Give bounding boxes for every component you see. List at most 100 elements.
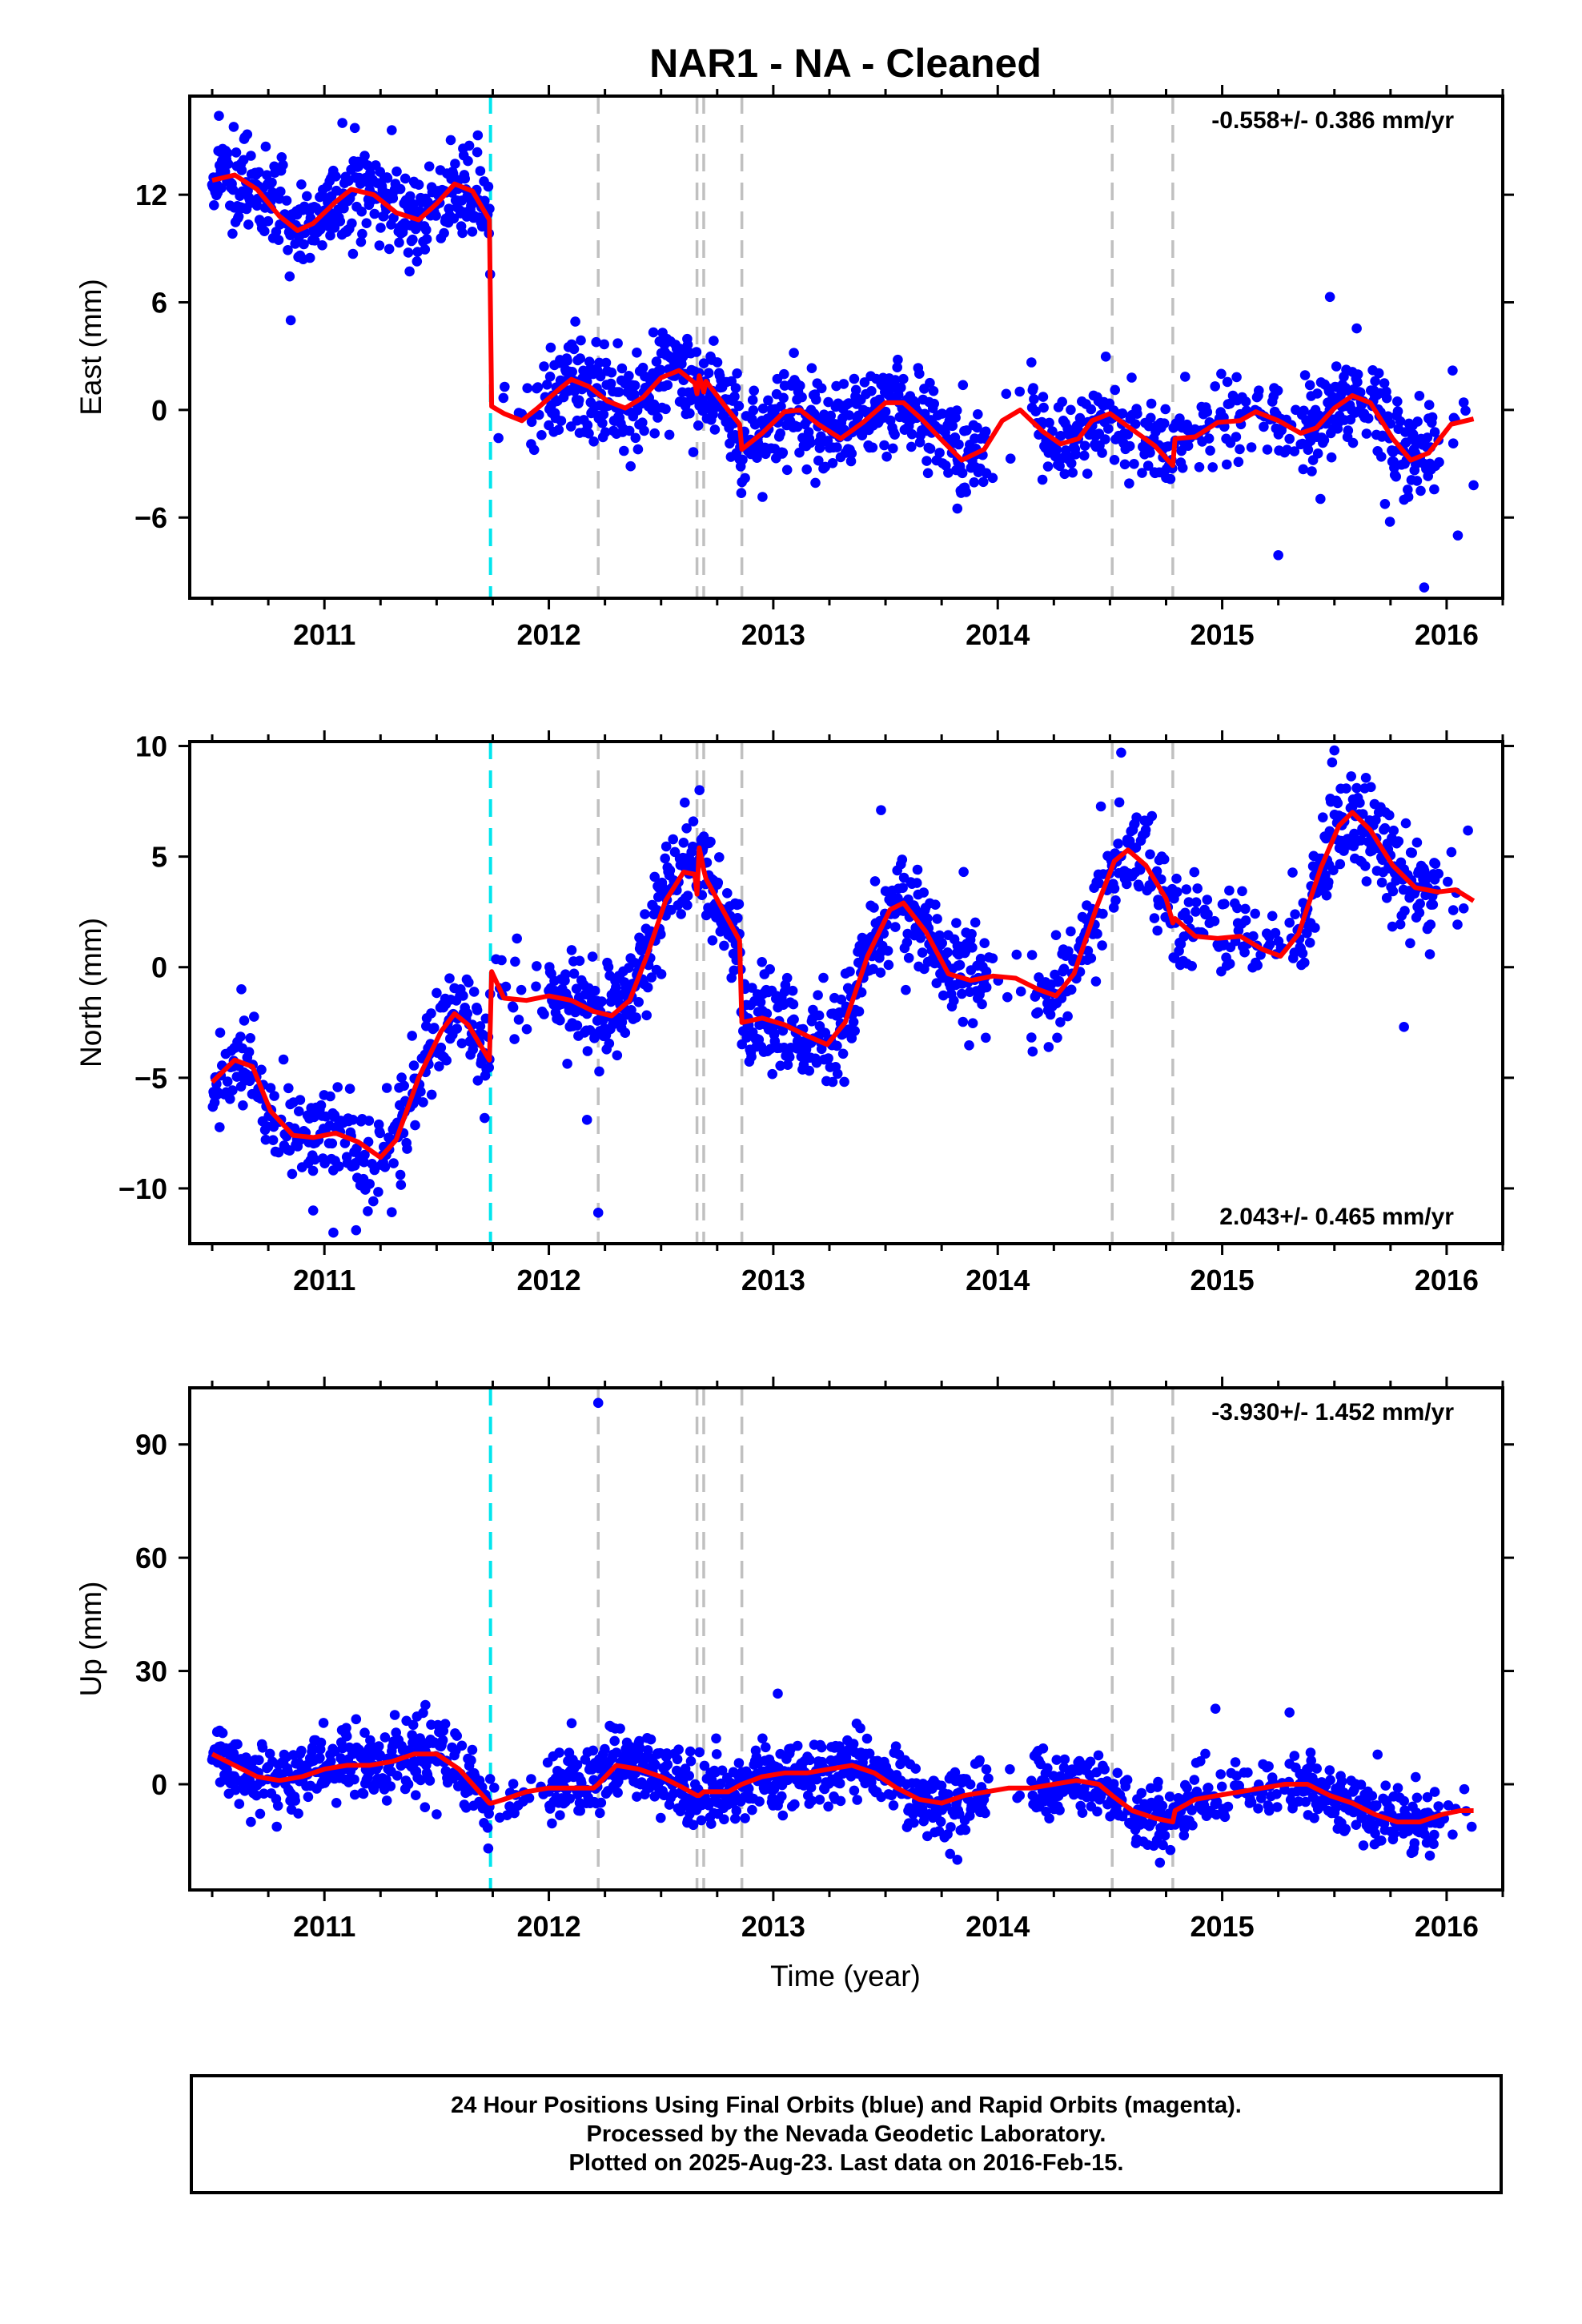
data-point (1175, 939, 1186, 950)
data-point (1200, 1748, 1211, 1759)
data-point (682, 900, 693, 911)
plot-frame (188, 1386, 1504, 1892)
data-point (267, 1135, 279, 1145)
data-point (1411, 837, 1423, 848)
data-point (632, 444, 644, 455)
data-point (1403, 492, 1414, 502)
data-point (1367, 1791, 1378, 1801)
data-point (361, 218, 372, 229)
data-point (351, 1714, 362, 1725)
data-point (216, 183, 227, 194)
data-point (573, 395, 584, 406)
data-point (1319, 435, 1330, 445)
data-point (634, 1743, 645, 1753)
data-point (600, 1743, 610, 1755)
data-point (1165, 1844, 1176, 1856)
data-point (1086, 953, 1097, 963)
data-point (1284, 917, 1295, 928)
data-point (246, 151, 256, 161)
y-tick-label: 5 (151, 841, 167, 874)
data-point (582, 420, 593, 431)
data-point (534, 409, 544, 420)
data-point (1379, 499, 1391, 509)
data-point (1327, 757, 1338, 768)
data-point (462, 1008, 473, 1019)
data-point (684, 1771, 694, 1781)
data-point (898, 373, 909, 384)
data-point (215, 1027, 226, 1038)
data-point (432, 987, 442, 999)
data-point (1110, 384, 1120, 396)
data-point (1306, 1755, 1316, 1766)
data-point (209, 199, 219, 211)
data-point (625, 460, 636, 472)
data-point (848, 1016, 859, 1027)
data-point (810, 477, 821, 489)
data-point (1351, 1819, 1362, 1830)
data-point (827, 458, 838, 468)
data-point (839, 1076, 849, 1088)
data-point (1460, 405, 1471, 416)
data-point (236, 165, 247, 175)
data-point (954, 959, 966, 971)
data-point (1051, 1755, 1062, 1765)
data-point (1304, 937, 1315, 948)
data-point (426, 1008, 436, 1019)
data-point (1177, 463, 1188, 473)
data-point (588, 436, 599, 447)
data-point (906, 428, 917, 440)
data-point (1145, 849, 1155, 860)
data-point (467, 1744, 478, 1755)
outlier-point (1419, 582, 1430, 593)
data-point (656, 364, 666, 376)
data-point (848, 1739, 859, 1749)
panel-north: 2011 2012 2013 2014 2015 2016 −10 −5 0 5 10 North (… (74, 730, 1514, 1297)
data-point (1014, 386, 1025, 397)
x-tick-label: 2015 (1191, 1264, 1255, 1297)
y-tick-label: 0 (151, 951, 167, 984)
data-point (888, 443, 898, 454)
data-point (673, 1744, 684, 1755)
data-point (307, 1165, 319, 1176)
data-point (918, 887, 929, 898)
data-point (823, 396, 833, 408)
data-point (1222, 459, 1232, 470)
data-point (694, 785, 705, 795)
data-point (910, 1763, 921, 1774)
data-point (901, 984, 911, 995)
outlier-point (420, 1699, 431, 1711)
data-point (1393, 836, 1404, 846)
data-point (804, 1065, 815, 1076)
data-point (1235, 444, 1245, 455)
data-point (975, 953, 986, 964)
footer-line-2: Processed by the Nevada Geodetic Laborat… (586, 2121, 1106, 2147)
data-point (304, 252, 315, 263)
y-axis-label: North (mm) (74, 918, 107, 1068)
data-point (685, 1755, 697, 1767)
data-point (1136, 1787, 1147, 1799)
data-point (928, 386, 939, 396)
data-point (1054, 1805, 1065, 1815)
data-point (805, 1782, 817, 1793)
model-fit-line (211, 1751, 1474, 1825)
data-point (231, 147, 242, 158)
outlier-point (285, 315, 296, 326)
data-point (1433, 1801, 1443, 1811)
data-point (1194, 462, 1205, 472)
data-point (596, 1797, 607, 1808)
data-point (680, 797, 690, 808)
data-point (260, 141, 271, 152)
x-tick-label: 2012 (517, 618, 581, 651)
data-point (1045, 1009, 1056, 1020)
data-point (880, 406, 891, 417)
data-point (1387, 886, 1399, 897)
outlier-point (952, 503, 963, 514)
data-point (600, 427, 611, 437)
outlier-point (1452, 530, 1464, 541)
data-point (705, 836, 716, 847)
data-point (1164, 1791, 1175, 1802)
data-point (1355, 798, 1365, 808)
data-point (1203, 909, 1213, 919)
data-point (612, 1050, 623, 1061)
data-point (347, 218, 357, 229)
